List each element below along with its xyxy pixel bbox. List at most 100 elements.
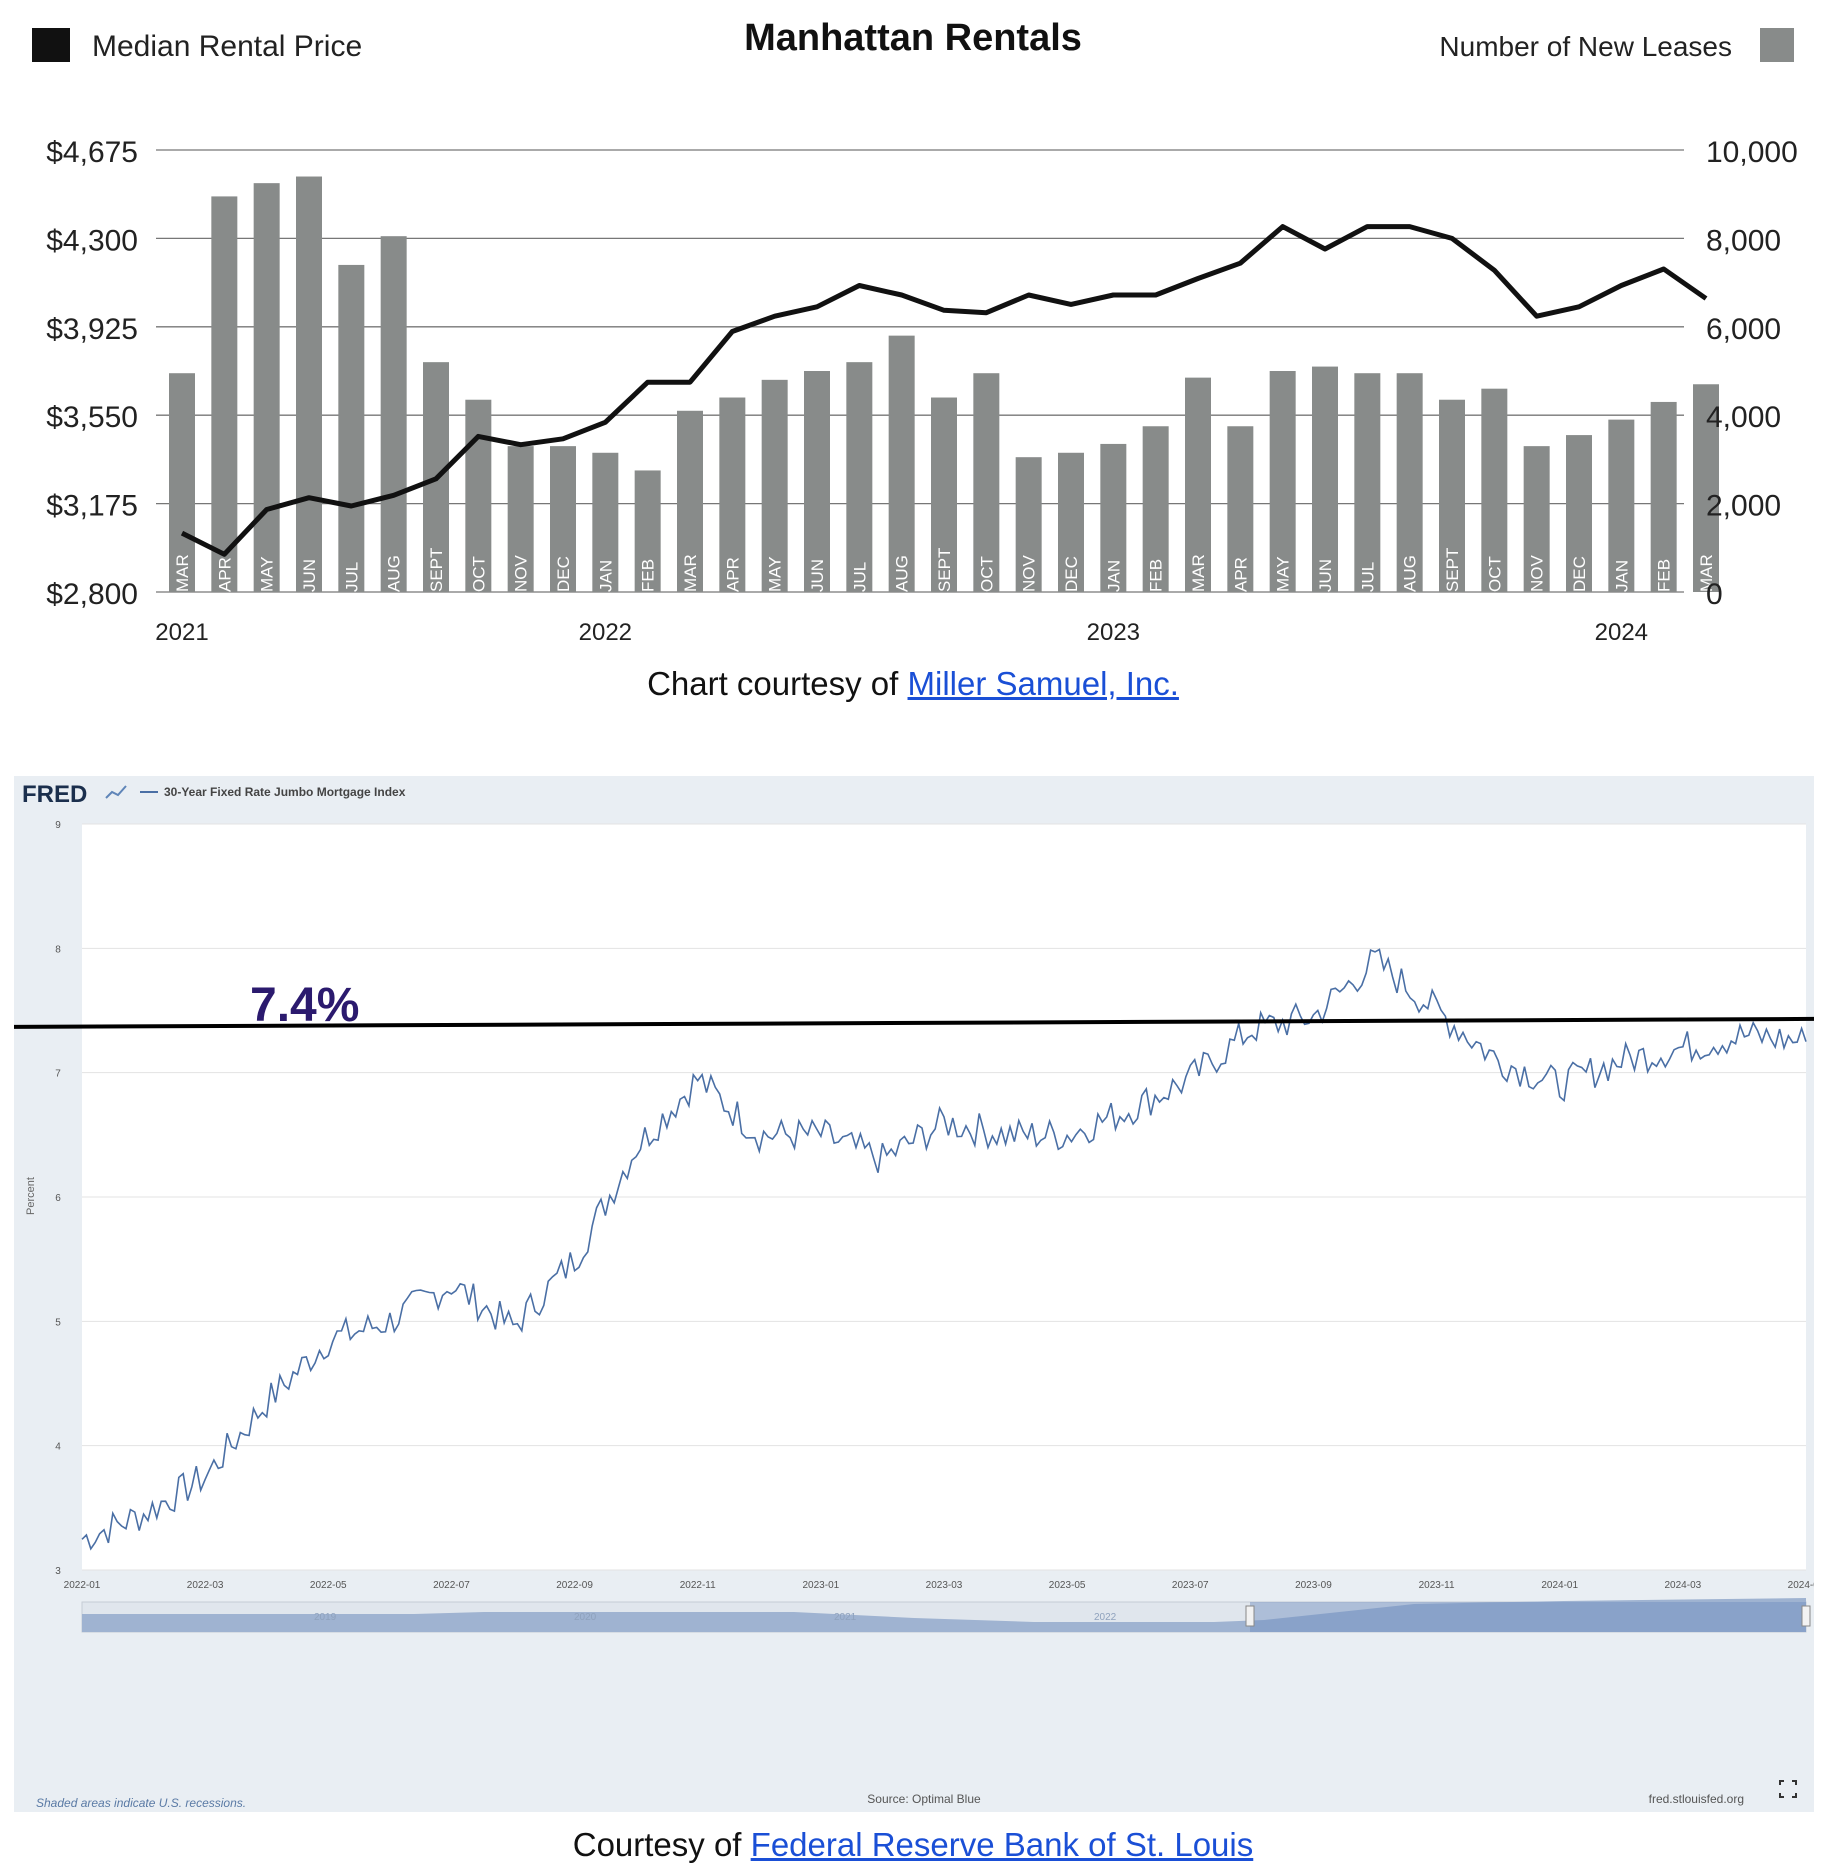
year-label: 2024 xyxy=(1595,619,1648,646)
month-label: JUN xyxy=(808,559,827,592)
price-tick-label: $4,300 xyxy=(46,224,138,257)
lease-bar xyxy=(1523,446,1550,592)
month-label: AUG xyxy=(385,555,404,592)
fred-navigator-right-handle[interactable] xyxy=(1801,1605,1811,1627)
top-caption: Chart courtesy of Miller Samuel, Inc. xyxy=(0,665,1826,703)
lease-tick-label: 2,000 xyxy=(1706,490,1781,523)
lease-bar xyxy=(1439,399,1465,592)
lease-bar xyxy=(888,335,915,592)
legend-leases-swatch xyxy=(1760,28,1794,62)
month-label: OCT xyxy=(1485,556,1504,592)
month-label: MAY xyxy=(766,556,785,592)
chart-title: Manhattan Rentals xyxy=(744,17,1082,59)
fred-gridlines xyxy=(82,823,1806,1571)
fred-y-tick: 9 xyxy=(55,820,61,831)
price-tick-label: $3,925 xyxy=(46,313,138,346)
lease-bar xyxy=(1142,426,1169,592)
month-label: NOV xyxy=(512,555,531,593)
price-axis-labels: $4,675 $4,300 $3,925 $3,550 $3,175 $2,800 xyxy=(46,136,138,611)
lease-bar xyxy=(1312,366,1338,592)
lease-bar xyxy=(973,373,1000,592)
lease-bar xyxy=(804,371,830,592)
fred-y-tick: 7 xyxy=(55,1069,61,1080)
lease-bar xyxy=(1058,452,1084,592)
price-tick-label: $4,675 xyxy=(46,136,138,169)
month-label: SEPT xyxy=(427,548,446,592)
month-label: JUL xyxy=(1358,562,1377,592)
fred-x-tick: 2022-11 xyxy=(680,1580,716,1591)
lease-bar xyxy=(931,397,957,592)
lease-bar xyxy=(1354,373,1381,592)
legend-leases-label: Number of New Leases xyxy=(1439,31,1732,62)
reference-line-7-4 xyxy=(14,1016,1814,1029)
fred-x-tick-labels: 2022-01 2022-03 2022-05 2022-07 2022-09 2022-… xyxy=(64,1580,1814,1591)
lease-bar xyxy=(338,264,365,592)
jumbo-mortgage-rate-line xyxy=(81,948,1807,1551)
fred-shaded-note: Shaded areas indicate U.S. recessions. xyxy=(36,1796,246,1810)
lease-bar xyxy=(1396,373,1423,592)
month-label: APR xyxy=(215,557,234,592)
month-label: NOV xyxy=(1528,555,1547,593)
fred-navigator-year: 2019 xyxy=(314,1612,337,1623)
lease-bar xyxy=(1608,419,1635,592)
month-label: JUN xyxy=(300,559,319,592)
bottom-caption-prefix: Courtesy of xyxy=(572,1826,751,1863)
miller-samuel-link[interactable]: Miller Samuel, Inc. xyxy=(907,665,1179,702)
legend-price-swatch xyxy=(32,28,70,62)
year-label: 2022 xyxy=(579,619,632,646)
fred-navigator-year-labels: 2019 2020 2021 2022 xyxy=(314,1612,1117,1623)
fred-navigator-year: 2022 xyxy=(1094,1612,1117,1623)
fred-y-tick: 3 xyxy=(55,1566,61,1577)
fred-panel: FRED 30-Year Fixed Rate Jumbo Mortgage I… xyxy=(14,776,1814,1812)
month-label: MAR xyxy=(681,554,700,592)
fred-site: fred.stlouisfed.org xyxy=(1649,1792,1744,1806)
lease-tick-label: 10,000 xyxy=(1706,136,1798,169)
fred-navigator-year: 2020 xyxy=(574,1612,597,1623)
fred-navigator-selection[interactable] xyxy=(1250,1602,1806,1632)
fred-legend-label: 30-Year Fixed Rate Jumbo Mortgage Index xyxy=(164,785,406,799)
fred-x-tick: 2022-03 xyxy=(187,1580,224,1591)
lease-bar xyxy=(846,362,873,592)
lease-bar xyxy=(592,452,619,592)
price-tick-label: $2,800 xyxy=(46,578,138,611)
month-label: AUG xyxy=(1401,555,1420,592)
lease-bar xyxy=(1566,435,1592,592)
federal-reserve-link[interactable]: Federal Reserve Bank of St. Louis xyxy=(750,1826,1254,1863)
lease-axis-labels: 10,000 8,000 6,000 4,000 2,000 0 xyxy=(1706,136,1798,611)
legend-price-label: Median Rental Price xyxy=(92,30,362,63)
month-label: JUL xyxy=(850,562,869,592)
lease-bar xyxy=(211,196,238,592)
fred-y-tick: 4 xyxy=(55,1442,61,1453)
lease-bar xyxy=(1481,388,1508,592)
fred-navigator-left-handle[interactable] xyxy=(1245,1605,1255,1627)
month-label: JUN xyxy=(1316,559,1335,592)
fred-x-tick: 2024-05 xyxy=(1788,1580,1814,1591)
month-label: JAN xyxy=(1612,560,1631,592)
month-label: APR xyxy=(723,557,742,592)
fred-x-tick: 2022-05 xyxy=(310,1580,347,1591)
fullscreen-icon[interactable] xyxy=(1779,1780,1797,1798)
fred-x-tick: 2022-09 xyxy=(556,1580,593,1591)
year-labels: 2021 2022 2023 2024 xyxy=(155,619,1648,646)
fred-y-tick-labels: 9 8 7 6 5 4 3 xyxy=(55,820,61,1577)
lease-bar xyxy=(1100,443,1127,592)
fred-y-tick: 5 xyxy=(55,1317,61,1328)
month-label: DEC xyxy=(554,556,573,592)
month-label: OCT xyxy=(977,556,996,592)
fred-x-tick: 2024-01 xyxy=(1541,1580,1578,1591)
month-label: FEB xyxy=(639,559,658,592)
fred-navigator-year: 2021 xyxy=(834,1612,857,1623)
month-label: APR xyxy=(1231,557,1250,592)
fred-logo-graph-icon xyxy=(105,785,127,799)
fred-navigator-series xyxy=(82,1598,1806,1632)
lease-bar xyxy=(1693,384,1719,592)
lease-tick-label: 6,000 xyxy=(1706,313,1781,346)
lease-bar xyxy=(1185,377,1211,592)
lease-bar xyxy=(634,470,661,592)
month-labels: MAR APR MAY JUN JUL AUG SEPT OCT NOV DEC JAN FEB MAR… xyxy=(173,548,1716,592)
month-label: DEC xyxy=(1570,556,1589,592)
lease-bars xyxy=(169,176,1719,592)
fred-x-tick: 2023-05 xyxy=(1049,1580,1086,1591)
fred-x-tick: 2023-03 xyxy=(926,1580,963,1591)
month-label: AUG xyxy=(893,555,912,592)
